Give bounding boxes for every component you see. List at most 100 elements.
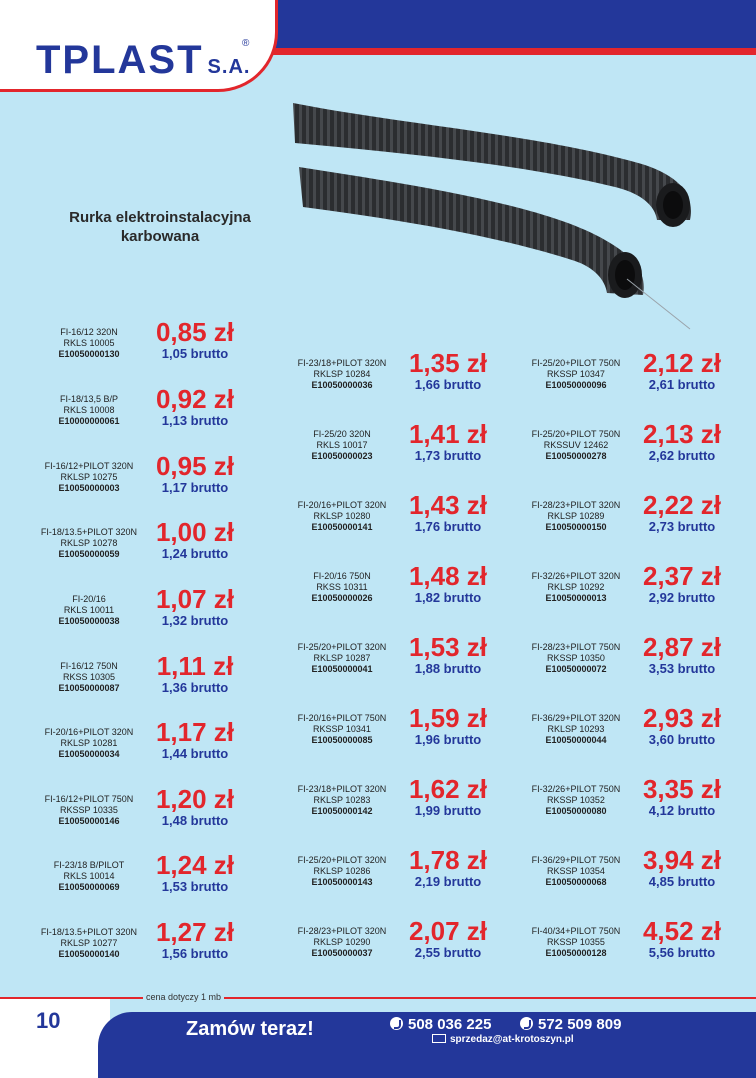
net-price: 1,53 zł (408, 632, 488, 662)
product-codes: FI-20/16+PILOT 750N RKSSP 10341 E1005000… (297, 713, 387, 745)
net-price: 1,07 zł (155, 584, 235, 614)
logo-panel: TPLAST S.A. ® (0, 0, 278, 92)
envelope-icon (432, 1034, 446, 1043)
product-codes: FI-18/13.5+PILOT 320N RKLSP 10277 E10050… (40, 927, 138, 959)
price-entry: FI-25/20+PILOT 320N RKLSP 10287 E1005000… (283, 632, 503, 698)
price-entry: FI-23/18 B/PILOT RKLS 10014 E10050000069… (30, 850, 250, 916)
gross-price: 4,12 brutto (648, 803, 716, 818)
price-entry: FI-40/34+PILOT 750N RKSSP 10355 E1005000… (517, 916, 737, 982)
price-entry: FI-20/16 750N RKSS 10311 E10050000026 1,… (283, 561, 503, 627)
product-codes: FI-23/18+PILOT 320N RKLSP 10284 E1005000… (297, 358, 387, 390)
gross-price: 1,36 brutto (161, 680, 229, 695)
product-codes: FI-32/26+PILOT 750N RKSSP 10352 E1005000… (531, 784, 621, 816)
phone-link-2[interactable]: 572 509 809 (520, 1016, 621, 1033)
gross-price: 3,53 brutto (648, 661, 716, 676)
price-entry: FI-23/18+PILOT 320N RKLSP 10283 E1005000… (283, 774, 503, 840)
net-price: 1,20 zł (155, 784, 235, 814)
page-number: 10 (36, 1008, 61, 1033)
gross-price: 1,48 brutto (161, 813, 229, 828)
gross-price: 1,56 brutto (161, 946, 229, 961)
gross-price: 2,55 brutto (414, 945, 482, 960)
price-entry: FI-36/29+PILOT 750N RKSSP 10354 E1005000… (517, 845, 737, 911)
price-entry: FI-32/26+PILOT 750N RKSSP 10352 E1005000… (517, 774, 737, 840)
footer-red-line (0, 997, 756, 999)
net-price: 1,41 zł (408, 419, 488, 449)
net-price: 1,27 zł (155, 917, 235, 947)
price-entry: FI-20/16+PILOT 750N RKSSP 10341 E1005000… (283, 703, 503, 769)
product-title: Rurka elektroinstalacyjna karbowana (69, 209, 251, 245)
gross-price: 1,53 brutto (161, 879, 229, 894)
gross-price: 1,05 brutto (161, 346, 229, 361)
price-unit-note: cena dotyczy 1 mb (143, 992, 225, 1002)
price-entry: FI-16/12 750N RKSS 10305 E10050000087 1,… (30, 651, 250, 717)
product-codes: FI-40/34+PILOT 750N RKSSP 10355 E1005000… (531, 926, 621, 958)
product-codes: FI-16/12+PILOT 320N RKLSP 10275 E1005000… (44, 461, 134, 493)
product-codes: FI-36/29+PILOT 750N RKSSP 10354 E1005000… (531, 855, 621, 887)
net-price: 1,59 zł (408, 703, 488, 733)
product-codes: FI-20/16+PILOT 320N RKLSP 10280 E1005000… (297, 500, 387, 532)
company-logo: TPLAST S.A. (36, 38, 251, 82)
price-entry: FI-28/23+PILOT 320N RKLSP 10290 E1005000… (283, 916, 503, 982)
gross-price: 1,76 brutto (414, 519, 482, 534)
net-price: 0,85 zł (155, 317, 235, 347)
registered-mark: ® (242, 38, 250, 49)
net-price: 3,35 zł (642, 774, 722, 804)
price-entry: FI-25/20+PILOT 750N RKSSP 10347 E1005000… (517, 348, 737, 414)
net-price: 2,22 zł (642, 490, 722, 520)
gross-price: 2,19 brutto (414, 874, 482, 889)
gross-price: 1,99 brutto (414, 803, 482, 818)
product-codes: FI-16/12 320N RKLS 10005 E10050000130 (58, 327, 120, 359)
gross-price: 1,24 brutto (161, 546, 229, 561)
product-codes: FI-18/13,5 B/P RKLS 10008 E10000000061 (58, 394, 120, 426)
email-link[interactable]: sprzedaz@at-krotoszyn.pl (432, 1034, 574, 1045)
gross-price: 2,92 brutto (648, 590, 716, 605)
product-codes: FI-20/16 RKLS 10011 E10050000038 (58, 594, 120, 626)
price-entry: FI-25/20+PILOT 750N RKSSUV 12462 E100500… (517, 419, 737, 485)
order-now-cta[interactable]: Zamów teraz! (186, 1018, 314, 1040)
gross-price: 5,56 brutto (648, 945, 716, 960)
product-codes: FI-25/20+PILOT 320N RKLSP 10286 E1005000… (297, 855, 387, 887)
phone-link-1[interactable]: 508 036 225 (390, 1016, 491, 1033)
net-price: 0,95 zł (155, 451, 235, 481)
corrugated-tube-image (293, 103, 691, 330)
gross-price: 1,88 brutto (414, 661, 482, 676)
product-codes: FI-20/16+PILOT 320N RKLSP 10281 E1005000… (44, 727, 134, 759)
net-price: 1,62 zł (408, 774, 488, 804)
gross-price: 1,73 brutto (414, 448, 482, 463)
price-entry: FI-16/12+PILOT 320N RKLSP 10275 E1005000… (30, 451, 250, 517)
product-codes: FI-28/23+PILOT 320N RKLSP 10289 E1005000… (531, 500, 621, 532)
price-entry: FI-20/16 RKLS 10011 E10050000038 1,07 zł… (30, 584, 250, 650)
price-entry: FI-28/23+PILOT 750N RKSSP 10350 E1005000… (517, 632, 737, 698)
product-codes: FI-28/23+PILOT 320N RKLSP 10290 E1005000… (297, 926, 387, 958)
product-codes: FI-23/18 B/PILOT RKLS 10014 E10050000069 (53, 860, 125, 892)
net-price: 2,87 zł (642, 632, 722, 662)
price-entry: FI-18/13,5 B/P RKLS 10008 E10000000061 0… (30, 384, 250, 450)
net-price: 1,78 zł (408, 845, 488, 875)
net-price: 1,17 zł (155, 717, 235, 747)
footer-page-panel (0, 999, 110, 1078)
gross-price: 2,62 brutto (648, 448, 716, 463)
price-entry: FI-20/16+PILOT 320N RKLSP 10281 E1005000… (30, 717, 250, 783)
gross-price: 1,96 brutto (414, 732, 482, 747)
net-price: 1,00 zł (155, 517, 235, 547)
gross-price: 1,66 brutto (414, 377, 482, 392)
net-price: 2,93 zł (642, 703, 722, 733)
net-price: 1,35 zł (408, 348, 488, 378)
gross-price: 1,82 brutto (414, 590, 482, 605)
gross-price: 1,44 brutto (161, 746, 229, 761)
net-price: 1,43 zł (408, 490, 488, 520)
phone-icon (390, 1017, 403, 1030)
gross-price: 2,73 brutto (648, 519, 716, 534)
product-codes: FI-36/29+PILOT 320N RKLSP 10293 E1005000… (531, 713, 621, 745)
product-codes: FI-28/23+PILOT 750N RKSSP 10350 E1005000… (531, 642, 621, 674)
phone-icon (520, 1017, 533, 1030)
product-codes: FI-16/12 750N RKSS 10305 E10050000087 (58, 661, 120, 693)
price-entry: FI-16/12 320N RKLS 10005 E10050000130 0,… (30, 317, 250, 383)
product-codes: FI-23/18+PILOT 320N RKLSP 10283 E1005000… (297, 784, 387, 816)
product-codes: FI-25/20+PILOT 750N RKSSP 10347 E1005000… (531, 358, 621, 390)
price-entry: FI-25/20 320N RKLS 10017 E10050000023 1,… (283, 419, 503, 485)
product-codes: FI-16/12+PILOT 750N RKSSP 10335 E1005000… (44, 794, 134, 826)
price-entry: FI-18/13.5+PILOT 320N RKLSP 10278 E10050… (30, 517, 250, 583)
net-price: 1,24 zł (155, 850, 235, 880)
